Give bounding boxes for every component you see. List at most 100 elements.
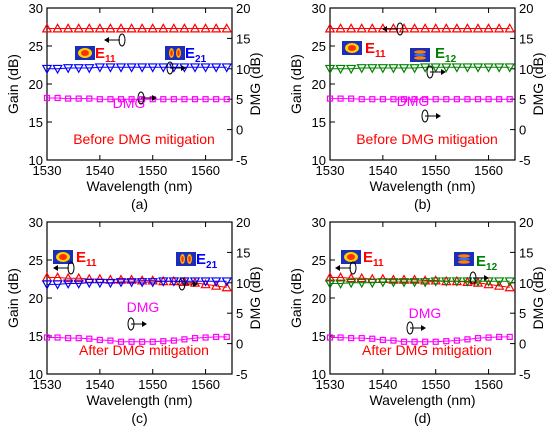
data-point bbox=[41, 64, 53, 75]
data-point bbox=[43, 334, 51, 341]
data-point bbox=[430, 63, 441, 73]
mode-label-subscript: 11 bbox=[86, 258, 97, 269]
data-point bbox=[379, 96, 386, 103]
oval-marker-icon bbox=[349, 261, 357, 275]
y-tick-label: 25 bbox=[312, 253, 326, 268]
mode-lobe-core bbox=[59, 254, 67, 260]
data-point bbox=[356, 23, 367, 33]
data-point bbox=[443, 338, 450, 345]
data-point bbox=[179, 277, 190, 287]
arrowhead-icon bbox=[421, 325, 426, 331]
dmg-label: DMG bbox=[397, 93, 430, 109]
data-point bbox=[189, 23, 201, 33]
data-point bbox=[462, 23, 473, 33]
data-point bbox=[453, 96, 460, 103]
data-point bbox=[62, 64, 74, 74]
data-point bbox=[483, 23, 494, 33]
panel-caption: (a) bbox=[131, 196, 148, 212]
data-point bbox=[158, 23, 169, 33]
data-point bbox=[147, 23, 158, 33]
y-tick-label: 30 bbox=[312, 215, 326, 230]
y2-tick-label: 5 bbox=[236, 92, 243, 107]
data-point bbox=[474, 335, 482, 342]
data-point bbox=[147, 275, 158, 285]
data-point bbox=[335, 272, 346, 282]
data-point bbox=[419, 278, 431, 288]
data-point bbox=[324, 64, 336, 75]
data-point bbox=[75, 95, 82, 102]
mode-label: E21 bbox=[185, 45, 207, 65]
x-tick-label: 1540 bbox=[85, 163, 114, 178]
mode-lobe bbox=[458, 254, 470, 258]
data-point bbox=[84, 64, 95, 74]
data-point bbox=[136, 278, 148, 288]
data-point bbox=[409, 278, 420, 288]
y2-tick-label: 0 bbox=[519, 337, 526, 352]
y-tick-label: 10 bbox=[29, 153, 43, 168]
data-point bbox=[367, 278, 378, 289]
data-point bbox=[451, 23, 463, 33]
data-point bbox=[202, 96, 209, 103]
data-point bbox=[400, 338, 408, 345]
data-point bbox=[126, 274, 137, 284]
data-point bbox=[398, 64, 410, 74]
oval-marker-icon bbox=[67, 261, 75, 275]
y-tick-label: 20 bbox=[29, 291, 43, 306]
data-point bbox=[419, 63, 431, 73]
data-point bbox=[62, 23, 74, 33]
data-point bbox=[54, 94, 61, 102]
data-point bbox=[126, 63, 137, 73]
data-point bbox=[84, 278, 95, 289]
data-point bbox=[493, 63, 505, 73]
data-point bbox=[168, 23, 180, 33]
data-point bbox=[105, 278, 116, 289]
data-point bbox=[158, 63, 169, 73]
data-point bbox=[126, 278, 137, 288]
y2-tick-label: 20 bbox=[519, 1, 533, 16]
data-point bbox=[170, 96, 177, 103]
arrowhead-icon bbox=[53, 265, 58, 271]
data-point bbox=[326, 95, 334, 102]
data-point bbox=[409, 23, 420, 33]
mode-label-subscript: 21 bbox=[195, 54, 207, 65]
mode-label: E11 bbox=[76, 249, 97, 269]
data-point bbox=[388, 278, 399, 288]
mode-label: E21 bbox=[196, 251, 218, 271]
mode-label-subscript: 12 bbox=[445, 54, 457, 65]
data-point bbox=[117, 338, 125, 345]
panel-caption: (b) bbox=[414, 196, 431, 212]
y2-tick-label: 20 bbox=[236, 1, 250, 16]
arrowhead-icon bbox=[382, 26, 387, 32]
y2-tick-label: 20 bbox=[236, 215, 250, 230]
mode-lobe-core bbox=[177, 50, 180, 56]
data-point bbox=[223, 96, 230, 103]
data-point bbox=[73, 64, 84, 74]
data-point bbox=[160, 96, 167, 103]
mode-lobe-core bbox=[81, 50, 89, 56]
data-point bbox=[94, 278, 106, 289]
y2-tick-label: 15 bbox=[519, 31, 533, 46]
data-point bbox=[221, 277, 232, 287]
x-tick-label: 1530 bbox=[316, 377, 345, 392]
mode-label: E11 bbox=[365, 40, 386, 60]
data-point bbox=[453, 337, 460, 344]
data-point bbox=[202, 334, 209, 341]
data-point bbox=[356, 272, 367, 283]
arrowhead-icon bbox=[441, 69, 446, 75]
y2-axis-label: DMG (dB) bbox=[530, 53, 546, 116]
y2-axis-label: DMG (dB) bbox=[247, 267, 263, 330]
data-point bbox=[474, 96, 482, 103]
mode-lobe-core bbox=[170, 50, 173, 56]
series-line bbox=[47, 66, 227, 70]
data-point bbox=[419, 275, 431, 285]
data-point bbox=[358, 96, 365, 103]
dmg-label: DMG bbox=[127, 299, 160, 315]
y2-tick-label: -5 bbox=[236, 367, 248, 382]
series-line bbox=[47, 97, 227, 100]
y2-tick-label: 20 bbox=[519, 215, 533, 230]
data-point bbox=[73, 23, 84, 33]
data-point bbox=[358, 335, 365, 342]
data-point bbox=[462, 277, 473, 287]
data-point bbox=[356, 278, 367, 289]
